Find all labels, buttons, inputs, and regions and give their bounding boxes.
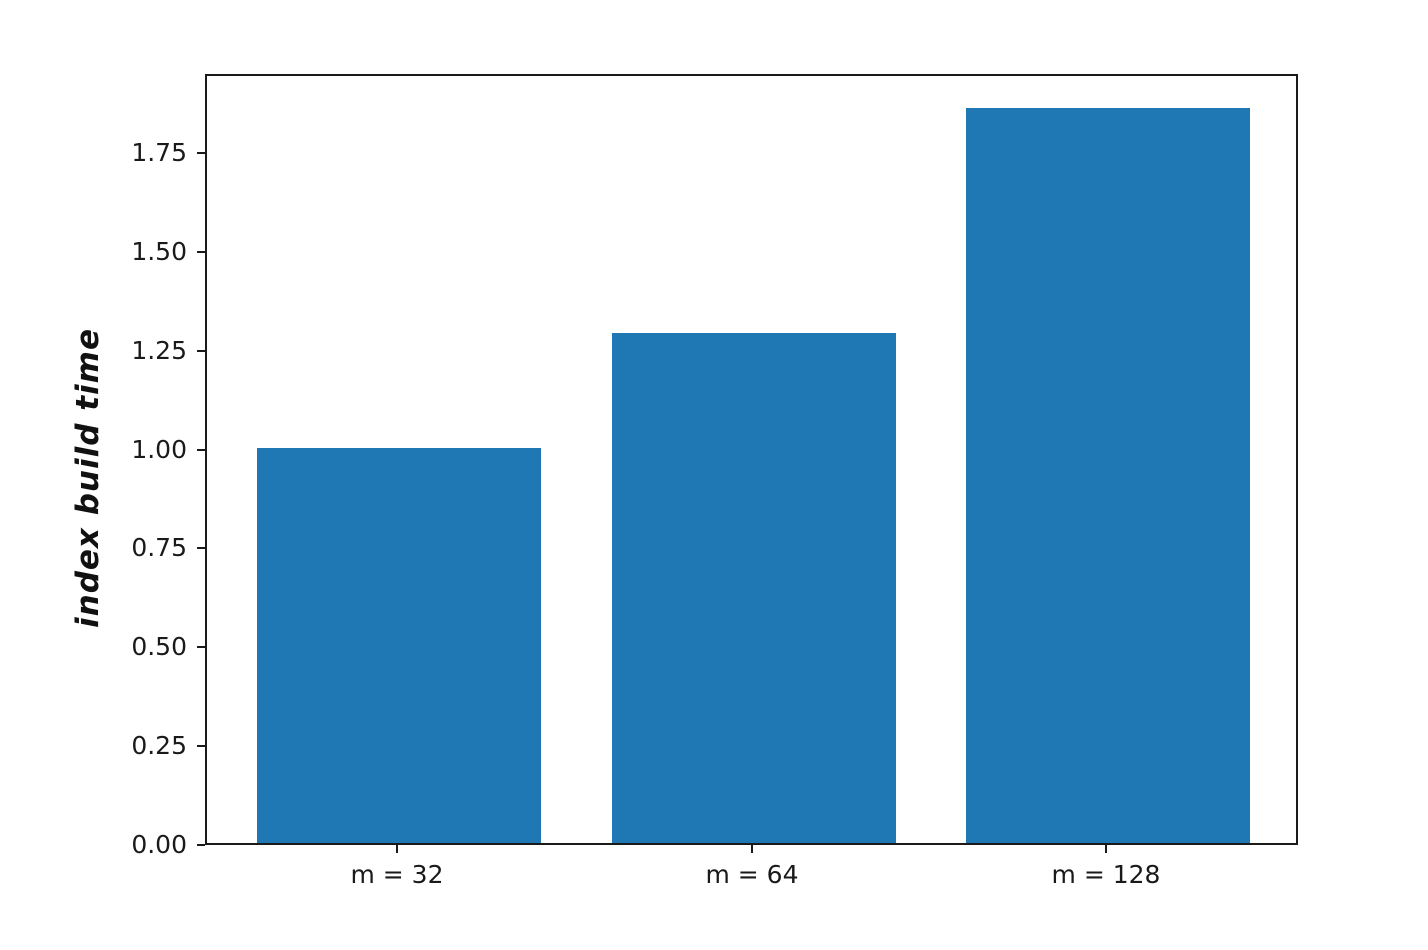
x-tick-label: m = 64: [705, 860, 799, 889]
bar-m64: [612, 333, 896, 843]
y-tick-label: 1.50: [131, 237, 187, 266]
y-tick-label: 0.50: [131, 632, 187, 661]
y-tick-label: 1.00: [131, 435, 187, 464]
y-tick-label: 1.75: [131, 138, 187, 167]
y-tick-label: 0.00: [131, 830, 187, 859]
x-tick-mark: [1105, 845, 1107, 853]
y-tick-label: 0.75: [131, 533, 187, 562]
y-tick-mark: [197, 646, 205, 648]
y-tick-label: 1.25: [131, 336, 187, 365]
y-tick-mark: [197, 745, 205, 747]
x-tick-mark: [751, 845, 753, 853]
y-tick-mark: [197, 547, 205, 549]
y-tick-mark: [197, 152, 205, 154]
x-tick-mark: [396, 845, 398, 853]
y-tick-mark: [197, 350, 205, 352]
y-tick-mark: [197, 449, 205, 451]
y-tick-mark: [197, 844, 205, 846]
x-tick-label: m = 32: [350, 860, 444, 889]
bar-m32: [257, 448, 541, 843]
bar-m128: [966, 108, 1250, 843]
y-axis-label: index build time: [70, 328, 106, 628]
y-tick-label: 0.25: [131, 731, 187, 760]
y-tick-mark: [197, 251, 205, 253]
x-tick-label: m = 128: [1051, 860, 1161, 889]
plot-area: [205, 74, 1298, 845]
